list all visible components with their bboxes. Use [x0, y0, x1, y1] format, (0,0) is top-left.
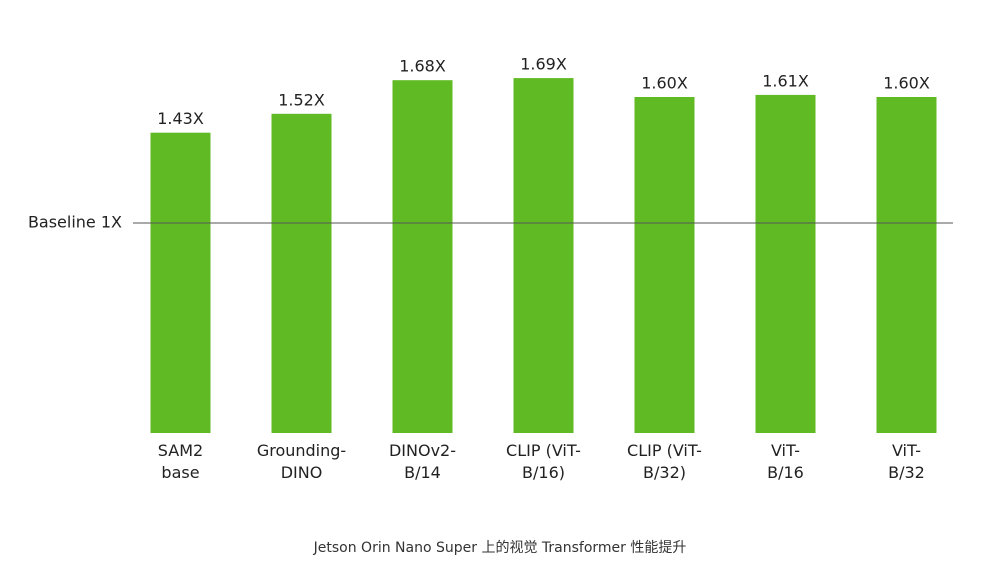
value-label: 1.52X: [278, 90, 325, 109]
value-label: 1.60X: [883, 74, 930, 93]
x-tick-label: DINOv2-B/14: [389, 441, 456, 482]
x-tick-label: ViT-B/32: [888, 441, 925, 482]
y-tick-label: Baseline 1X: [28, 213, 122, 232]
x-tick-label: CLIP (ViT-B/16): [506, 441, 581, 482]
bar: [271, 113, 332, 434]
bar: [392, 80, 453, 433]
x-tick-label: Grounding-DINO: [257, 441, 346, 482]
x-tick-label: ViT-B/16: [767, 441, 804, 482]
bar: [634, 97, 695, 433]
bar: [876, 97, 937, 433]
value-label: 1.60X: [641, 74, 688, 93]
bar: [755, 94, 816, 434]
value-label: 1.61X: [762, 71, 809, 90]
x-tick-label: CLIP (ViT-B/32): [627, 441, 702, 482]
chart-caption: Jetson Orin Nano Super 上的视觉 Transformer …: [313, 540, 687, 556]
bar: [150, 132, 211, 433]
x-tick-label: SAM2 base: [158, 441, 203, 482]
value-label: 1.68X: [399, 57, 446, 76]
value-label: 1.69X: [520, 55, 567, 74]
value-label: 1.43X: [157, 109, 204, 128]
bar: [513, 78, 574, 433]
